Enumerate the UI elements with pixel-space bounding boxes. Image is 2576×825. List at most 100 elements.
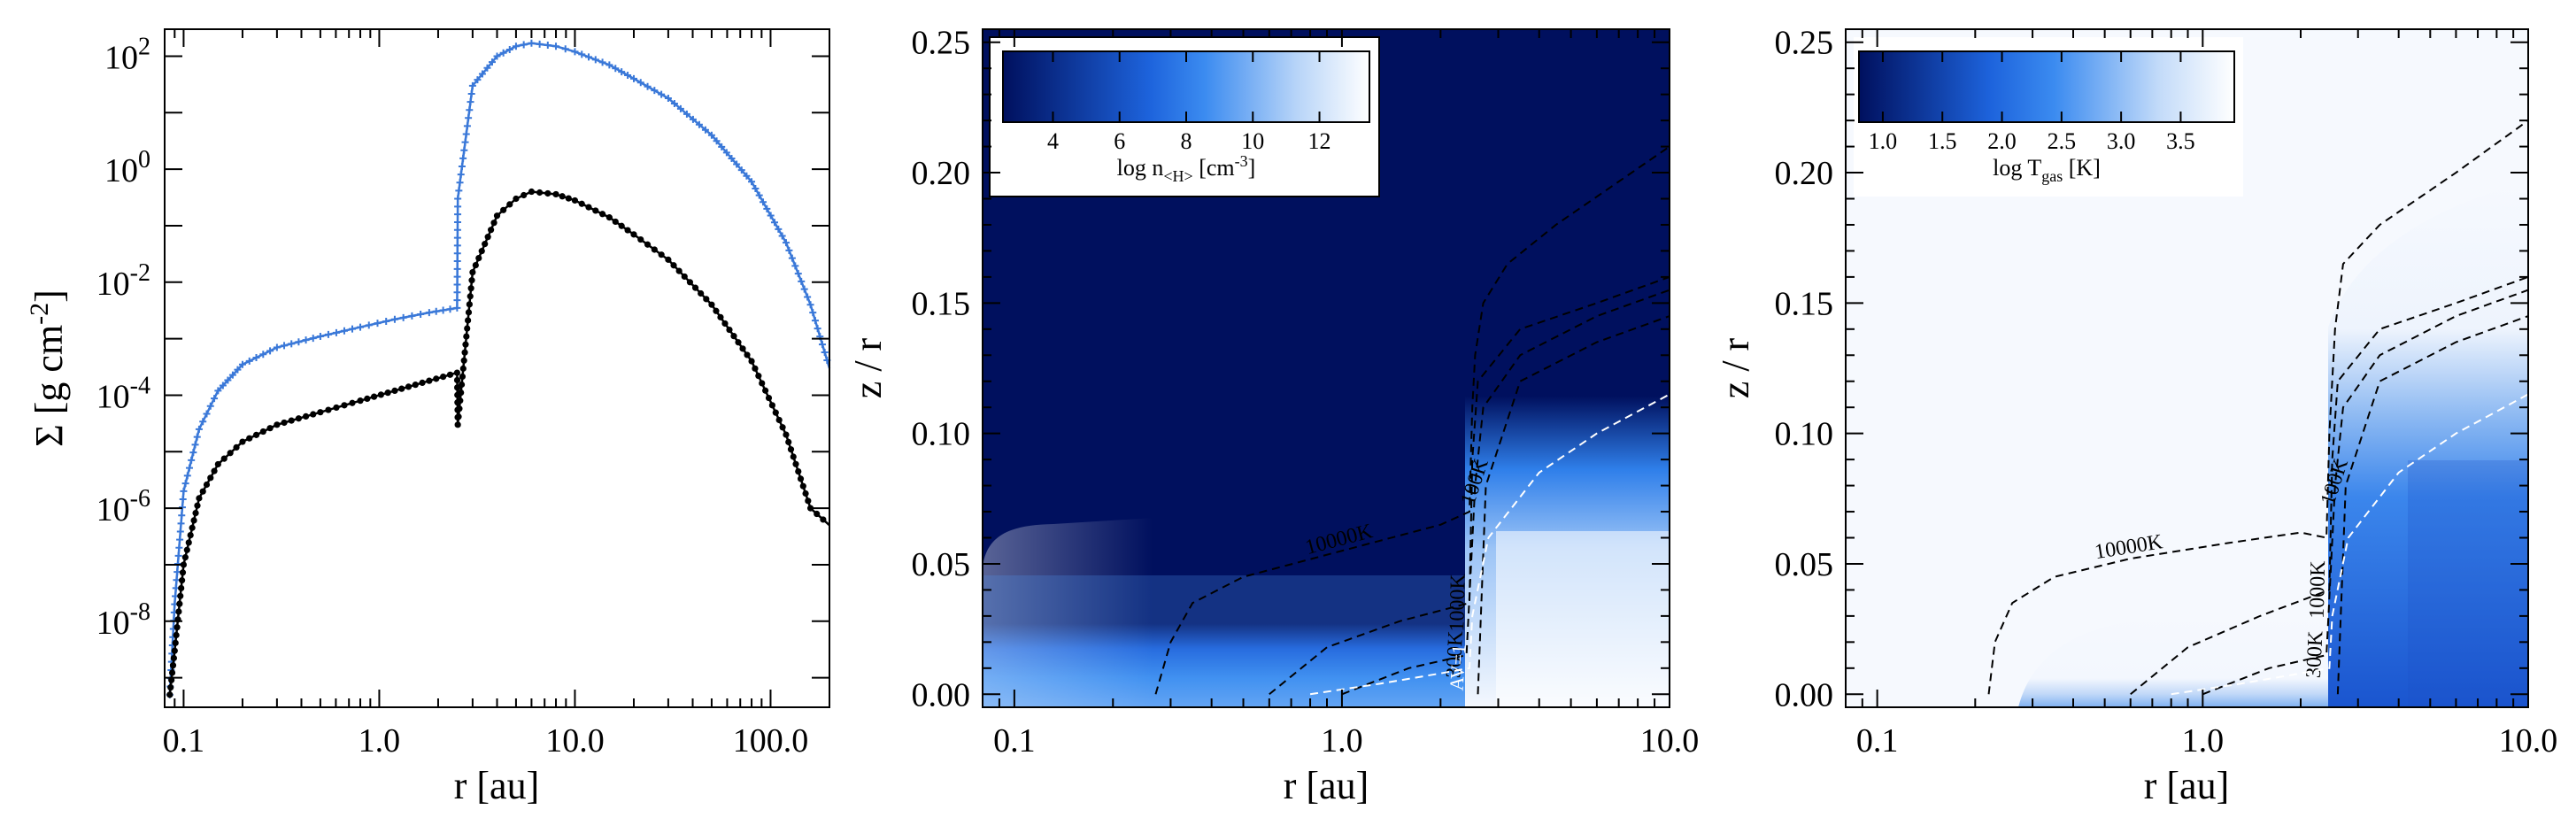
series-point-0 xyxy=(439,306,447,314)
y-tick-label: 10-2 xyxy=(96,259,150,303)
series-point-1 xyxy=(391,387,398,395)
y-tick-label: 10-6 xyxy=(96,485,150,528)
series-point-1 xyxy=(772,409,779,416)
series-point-1 xyxy=(454,421,461,428)
series-point-0 xyxy=(755,191,763,199)
series-point-1 xyxy=(176,600,183,607)
series-point-1 xyxy=(493,212,501,220)
series-point-0 xyxy=(228,371,236,379)
y-tick-label: 0.25 xyxy=(1775,25,1834,62)
series-point-0 xyxy=(488,58,496,66)
series-point-0 xyxy=(365,321,373,329)
series-point-0 xyxy=(185,464,193,472)
series-point-1 xyxy=(207,474,214,482)
x-tick-label: 10.0 xyxy=(545,722,605,759)
series-point-1 xyxy=(456,405,463,412)
series-point-0 xyxy=(809,309,817,317)
series-point-1 xyxy=(227,450,234,457)
series-point-1 xyxy=(472,261,479,269)
series-point-0 xyxy=(466,106,474,114)
y-tick-label: 10-4 xyxy=(96,372,150,415)
series-point-1 xyxy=(192,509,199,517)
series-point-0 xyxy=(193,433,201,441)
series-point-0 xyxy=(183,472,191,480)
series-point-1 xyxy=(187,531,194,539)
series-point-0 xyxy=(459,154,467,162)
series-point-0 xyxy=(453,289,461,297)
series-point-1 xyxy=(536,189,544,197)
series-point-0 xyxy=(794,270,802,278)
series-point-0 xyxy=(664,94,672,102)
panel3-ylabel: z / r xyxy=(1714,337,1757,398)
series-point-0 xyxy=(382,317,390,325)
series-point-1 xyxy=(384,389,391,397)
x-tick-label: 1.0 xyxy=(2182,722,2225,759)
series-point-1 xyxy=(233,443,240,451)
series-point-1 xyxy=(281,419,288,427)
x-tick-label: 0.1 xyxy=(993,722,1036,759)
series-point-1 xyxy=(203,481,211,489)
series-point-0 xyxy=(457,171,465,179)
series-point-0 xyxy=(399,313,407,321)
series-point-1 xyxy=(820,516,827,523)
series-point-0 xyxy=(695,120,703,128)
series-point-0 xyxy=(670,99,678,107)
series-point-0 xyxy=(188,456,196,464)
y-tick-label: 0.20 xyxy=(1775,155,1834,192)
density-colorbar-label: log n<H> [cm-3] xyxy=(1117,152,1256,185)
series-point-0 xyxy=(245,357,253,365)
series-point-1 xyxy=(412,382,419,389)
series-point-1 xyxy=(644,241,652,248)
series-point-0 xyxy=(324,330,332,338)
series-point-1 xyxy=(220,455,228,462)
y-tick-label: 10-8 xyxy=(96,598,150,642)
series-point-0 xyxy=(748,178,756,186)
colorbar-tick-label: 1.5 xyxy=(1928,128,1957,154)
series-point-1 xyxy=(461,349,468,356)
series-point-1 xyxy=(805,497,812,505)
y-tick-label: 0.10 xyxy=(912,416,971,453)
series-point-1 xyxy=(180,561,188,568)
series-point-1 xyxy=(398,385,405,392)
series-point-0 xyxy=(718,143,726,150)
series-point-1 xyxy=(598,211,606,218)
series-point-1 xyxy=(426,377,433,384)
series-point-1 xyxy=(183,546,190,553)
series-point-1 xyxy=(175,608,182,615)
series-point-1 xyxy=(482,241,489,248)
series-point-1 xyxy=(178,584,185,592)
series-point-0 xyxy=(206,402,214,410)
series-point-0 xyxy=(770,219,778,227)
series-point-0 xyxy=(460,146,468,154)
temperature-colorbar-label: log Tgas [K] xyxy=(1993,155,2101,185)
series-point-1 xyxy=(585,204,592,211)
series-point-1 xyxy=(462,341,469,348)
series-point-1 xyxy=(266,425,274,432)
series-point-0 xyxy=(651,87,659,95)
series-line-1 xyxy=(168,190,830,695)
series-point-1 xyxy=(199,488,206,495)
series-point-0 xyxy=(211,395,219,403)
series-point-0 xyxy=(624,71,632,79)
series-point-1 xyxy=(302,412,310,420)
series-point-0 xyxy=(181,480,189,488)
series-point-1 xyxy=(459,365,467,372)
series-point-0 xyxy=(456,179,464,187)
y-tick-label: 0.05 xyxy=(912,546,971,583)
y-tick-label: 0.25 xyxy=(912,25,971,62)
series-point-0 xyxy=(176,536,184,544)
colorbar-tick-label: 1.0 xyxy=(1869,128,1898,154)
panel1-ylabel: Σ [g cm-2] xyxy=(25,289,71,447)
series-point-0 xyxy=(417,311,425,319)
panel3-ticks: 0.1 1.0 10.0 0.00 0.05 0.10 0.15 0.20 0.25 xyxy=(1775,25,2558,759)
series-point-1 xyxy=(196,495,203,502)
series-point-1 xyxy=(457,397,464,405)
contour-line xyxy=(2336,315,2528,695)
series-point-0 xyxy=(195,425,203,433)
temperature-colorbar-ticks: 1.0 1.5 2.0 2.5 3.0 3.5 xyxy=(1869,51,2195,154)
series-point-1 xyxy=(744,351,751,359)
series-point-0 xyxy=(189,449,197,457)
density-colorbar-ticks: 4 6 8 10 12 xyxy=(1047,51,1331,154)
